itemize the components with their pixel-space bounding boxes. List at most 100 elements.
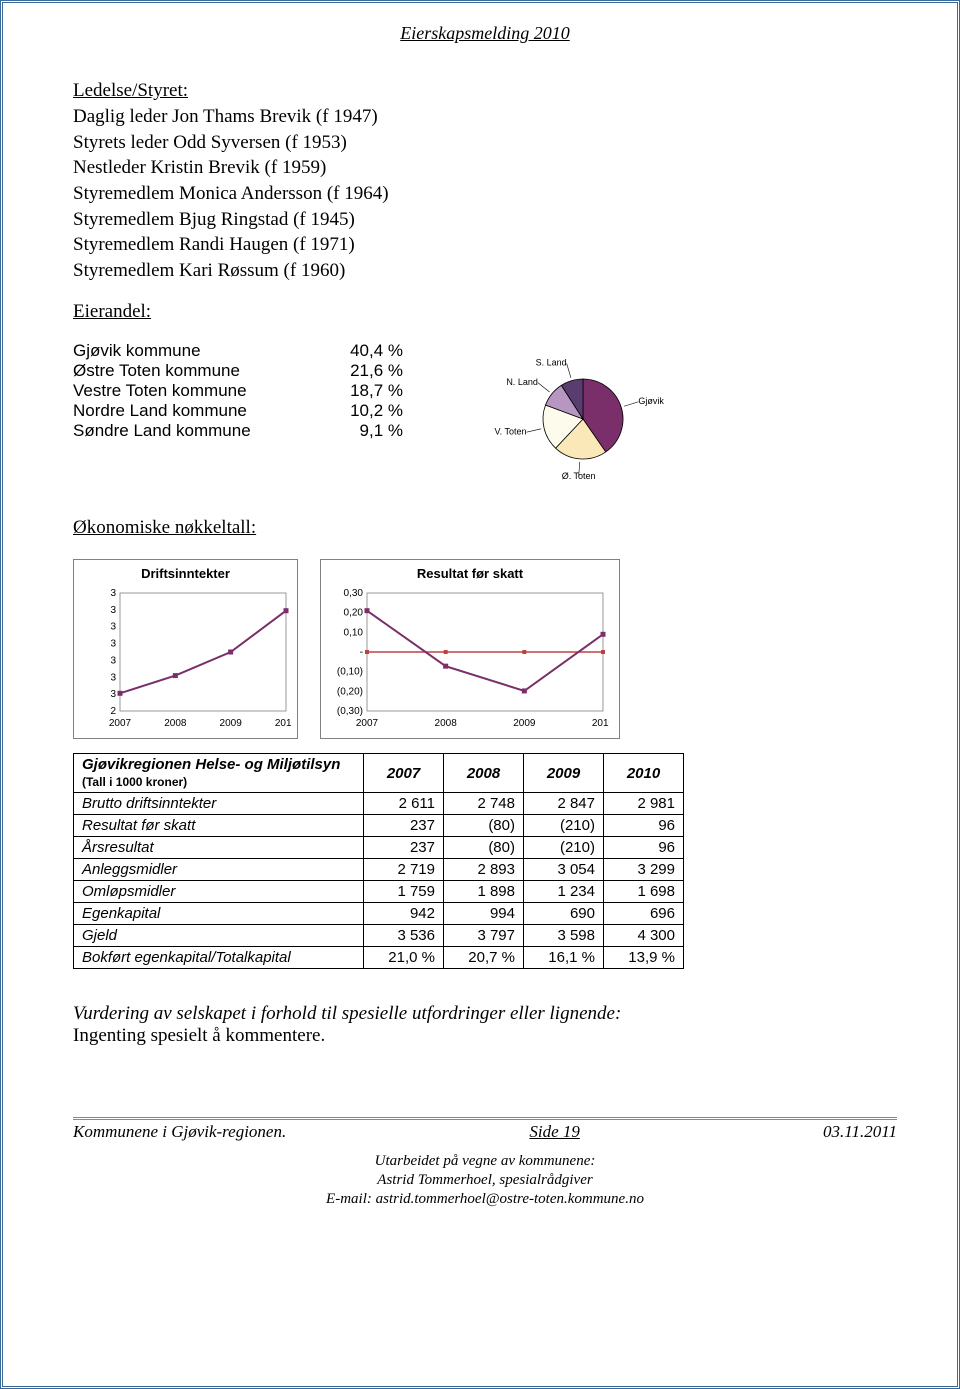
- ledelse-line: Styremedlem Bjug Ringstad (f 1945): [73, 207, 897, 233]
- chart2-title: Resultat før skatt: [329, 566, 611, 581]
- svg-text:(0,30): (0,30): [337, 706, 363, 717]
- svg-text:3: 3: [110, 605, 116, 616]
- chart-driftsinntekter: Driftsinntekter 333333322007200820092010: [73, 559, 298, 739]
- financial-table: Gjøvikregionen Helse- og Miljøtilsyn (Ta…: [73, 753, 684, 969]
- ledelse-line: Styremedlem Monica Andersson (f 1964): [73, 181, 897, 207]
- eierandel-value: 21,6 %: [323, 361, 403, 381]
- fin-cell: 696: [604, 903, 684, 925]
- fin-year-0: 2007: [364, 754, 444, 793]
- eierandel-row: Vestre Toten kommune 18,7 %: [73, 381, 403, 401]
- footer-line: Kommunene i Gjøvik-regionen. Side 19 03.…: [73, 1117, 897, 1142]
- table-row: Resultat før skatt 237(80)(210)96: [74, 815, 684, 837]
- ledelse-line: Styrets leder Odd Syversen (f 1953): [73, 130, 897, 156]
- fin-cell: 2 981: [604, 793, 684, 815]
- fin-cell: 20,7 %: [444, 947, 524, 969]
- eierandel-heading: Eierandel:: [73, 301, 897, 323]
- fin-row-label: Anleggsmidler: [74, 859, 364, 881]
- document-page: Eierskapsmelding 2010 Ledelse/Styret: Da…: [0, 0, 960, 1389]
- svg-text:2010: 2010: [592, 718, 609, 729]
- fin-cell: 1 698: [604, 881, 684, 903]
- charts-row: Driftsinntekter 333333322007200820092010…: [73, 559, 897, 739]
- table-row: Bokført egenkapital/Totalkapital 21,0 %2…: [74, 947, 684, 969]
- fin-cell: 1 234: [524, 881, 604, 903]
- fin-row-label: Brutto driftsinntekter: [74, 793, 364, 815]
- svg-text:Ø. Toten: Ø. Toten: [562, 472, 596, 482]
- eierandel-name: Vestre Toten kommune: [73, 381, 323, 401]
- svg-text:3: 3: [110, 656, 116, 667]
- fin-cell: (80): [444, 815, 524, 837]
- eierandel-value: 9,1 %: [323, 421, 403, 441]
- table-row: Omløpsmidler 1 7591 8981 2341 698: [74, 881, 684, 903]
- fin-cell: 96: [604, 815, 684, 837]
- fin-cell: 2 719: [364, 859, 444, 881]
- footer-left: Kommunene i Gjøvik-regionen.: [73, 1122, 286, 1142]
- fin-cell: 3 299: [604, 859, 684, 881]
- svg-text:-: -: [360, 647, 363, 658]
- fin-subcaption: (Tall i 1000 kroner): [82, 775, 187, 789]
- footer-text-line: Utarbeidet på vegne av kommunene:: [73, 1152, 897, 1171]
- fin-cell: 2 847: [524, 793, 604, 815]
- svg-text:3: 3: [110, 639, 116, 650]
- fin-caption: Gjøvikregionen Helse- og Miljøtilsyn: [82, 756, 340, 773]
- fin-row-label: Gjeld: [74, 925, 364, 947]
- svg-text:2009: 2009: [220, 718, 243, 729]
- table-row: Egenkapital 942994690696: [74, 903, 684, 925]
- fin-year-2: 2009: [524, 754, 604, 793]
- fin-cell: 3 797: [444, 925, 524, 947]
- table-row: Gjeld 3 5363 7973 5984 300: [74, 925, 684, 947]
- ledelse-section: Ledelse/Styret: Daglig leder Jon Thams B…: [73, 80, 897, 283]
- fin-cell: 3 054: [524, 859, 604, 881]
- fin-cell: 96: [604, 837, 684, 859]
- fin-row-label: Bokført egenkapital/Totalkapital: [74, 947, 364, 969]
- svg-text:0,10: 0,10: [344, 628, 364, 639]
- svg-text:(0,10): (0,10): [337, 667, 363, 678]
- svg-text:2: 2: [110, 706, 116, 717]
- svg-text:0,30: 0,30: [344, 589, 364, 599]
- fin-cell: 16,1 %: [524, 947, 604, 969]
- fin-cell: 3 536: [364, 925, 444, 947]
- fin-row-label: Resultat før skatt: [74, 815, 364, 837]
- ledelse-line: Daglig leder Jon Thams Brevik (f 1947): [73, 104, 897, 130]
- nokkeltall-heading: Økonomiske nøkkeltall:: [73, 517, 897, 539]
- svg-text:S. Land: S. Land: [536, 358, 567, 368]
- eierandel-table: Gjøvik kommune 40,4 % Østre Toten kommun…: [73, 341, 403, 441]
- svg-text:3: 3: [110, 622, 116, 633]
- ledelse-line: Nestleder Kristin Brevik (f 1959): [73, 155, 897, 181]
- eierandel-block: Gjøvik kommune 40,4 % Østre Toten kommun…: [73, 341, 897, 491]
- svg-text:(0,20): (0,20): [337, 687, 363, 698]
- eierandel-row: Gjøvik kommune 40,4 %: [73, 341, 403, 361]
- eierandel-value: 40,4 %: [323, 341, 403, 361]
- fin-year-1: 2008: [444, 754, 524, 793]
- fin-cell: (210): [524, 837, 604, 859]
- table-row: Anleggsmidler 2 7192 8933 0543 299: [74, 859, 684, 881]
- fin-cell: 2 748: [444, 793, 524, 815]
- fin-cell: 13,9 %: [604, 947, 684, 969]
- svg-text:N. Land: N. Land: [506, 377, 538, 387]
- svg-text:3: 3: [110, 589, 116, 599]
- fin-cell: 21,0 %: [364, 947, 444, 969]
- table-row: Brutto driftsinntekter 2 6112 7482 8472 …: [74, 793, 684, 815]
- assessment-body: Ingenting spesielt å kommentere.: [73, 1025, 897, 1047]
- footer-text-line: E-mail: astrid.tommerhoel@ostre-toten.ko…: [73, 1190, 897, 1209]
- fin-cell: 690: [524, 903, 604, 925]
- svg-text:2008: 2008: [164, 718, 187, 729]
- fin-cell: 1 759: [364, 881, 444, 903]
- svg-text:2007: 2007: [356, 718, 379, 729]
- fin-row-label: Omløpsmidler: [74, 881, 364, 903]
- fin-cell: 3 598: [524, 925, 604, 947]
- fin-cell: 237: [364, 837, 444, 859]
- eierandel-name: Østre Toten kommune: [73, 361, 323, 381]
- footer-center: Side 19: [529, 1122, 580, 1142]
- fin-row-label: Årsresultat: [74, 837, 364, 859]
- fin-cell: 4 300: [604, 925, 684, 947]
- footer-right: 03.11.2011: [823, 1122, 897, 1142]
- chart-resultat: Resultat før skatt 0,300,200,10-(0,10)(0…: [320, 559, 620, 739]
- ledelse-line: Styremedlem Randi Haugen (f 1971): [73, 232, 897, 258]
- eierandel-value: 10,2 %: [323, 401, 403, 421]
- fin-cell: (80): [444, 837, 524, 859]
- eierandel-row: Søndre Land kommune 9,1 %: [73, 421, 403, 441]
- svg-text:Gjøvik: Gjøvik: [638, 397, 664, 407]
- eierandel-name: Gjøvik kommune: [73, 341, 323, 361]
- fin-cell: 237: [364, 815, 444, 837]
- fin-cell: 942: [364, 903, 444, 925]
